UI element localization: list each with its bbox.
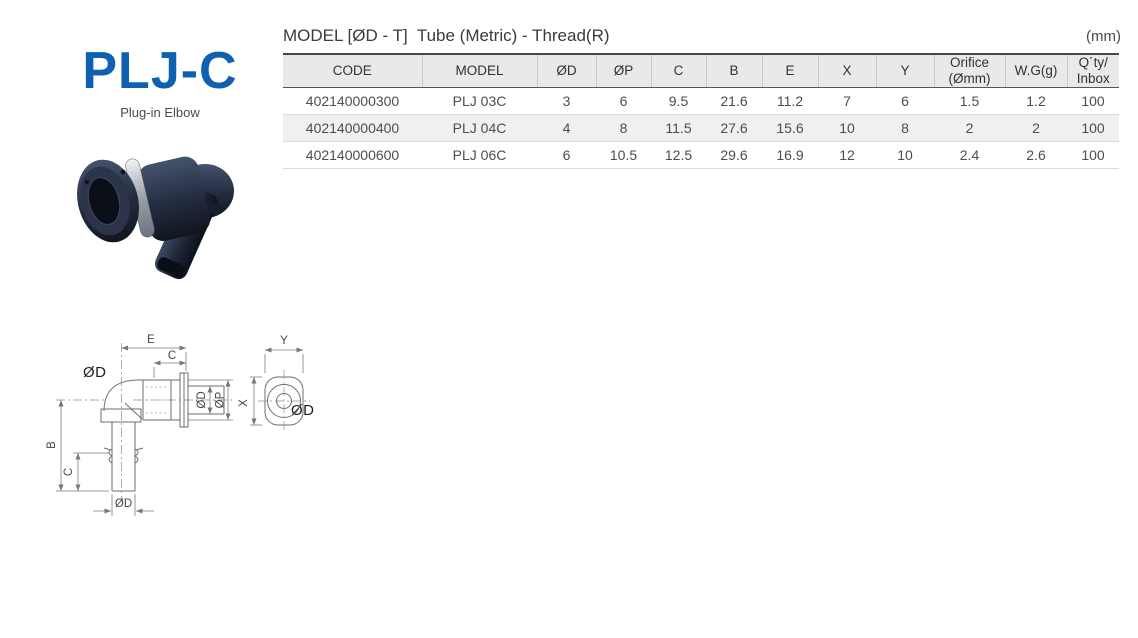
spec-unit-label: (mm) (1086, 28, 1121, 45)
column-header: Y (875, 54, 934, 88)
table-cell: 12 (818, 141, 876, 169)
spec-title: MODEL [ØD - T] Tube (Metric) - Thread(R) (283, 26, 610, 45)
table-cell: 11.5 (651, 114, 706, 142)
table-cell: 402140000600 (283, 141, 422, 169)
table-cell: 12.5 (651, 141, 706, 169)
column-header: C (650, 54, 706, 88)
dim-label-OD-bottom: ØD (115, 498, 132, 510)
table-cell: 29.6 (706, 141, 762, 169)
dim-label-B: B (46, 441, 58, 449)
table-cell: 100 (1067, 141, 1119, 169)
spec-table: CODE MODEL ØD ØP C B E X Y Orifice (Ømm) W.G(g) Q´t… (283, 53, 1119, 169)
table-cell: 8 (596, 114, 651, 142)
table-cell: 9.5 (651, 87, 706, 115)
table-cell: 7 (818, 87, 876, 115)
table-cell: 402140000400 (283, 114, 422, 142)
elbow-fitting-photo (77, 156, 234, 280)
column-header: CODE (283, 54, 422, 88)
column-header: W.G(g) (1004, 54, 1067, 88)
column-header: ØD (536, 54, 596, 88)
table-cell: 11.2 (762, 87, 818, 115)
table-cell: 10.5 (596, 141, 651, 169)
tube-opening (77, 159, 139, 243)
table-cell: 100 (1067, 87, 1119, 115)
column-header: Orifice (Ømm) (933, 54, 1005, 88)
spec-header-row: MODEL [ØD - T] Tube (Metric) - Thread(R)… (283, 26, 1121, 46)
table-cell: 16.9 (762, 141, 818, 169)
column-header: E (761, 54, 818, 88)
column-header: ØP (595, 54, 651, 88)
technical-drawing: E C ØD ØP B C ØD (25, 323, 325, 535)
table-cell: 2.4 (934, 141, 1005, 169)
collet-body (137, 156, 211, 241)
column-header: X (817, 54, 876, 88)
spec-table-header: CODE MODEL ØD ØP C B E X Y Orifice (Ømm) W.G(g) Q´t… (283, 54, 1119, 88)
product-series-title: PLJ-C (82, 42, 238, 100)
table-cell: 1.5 (934, 87, 1005, 115)
product-photo: ØD ØD (45, 146, 314, 419)
spec-section: MODEL [ØD - T] Tube (Metric) - Thread(R)… (283, 26, 1121, 169)
table-cell: 6 (537, 141, 596, 169)
column-header: MODEL (421, 54, 537, 88)
photo-dim-label-left: ØD (83, 364, 107, 381)
table-cell: 21.6 (706, 87, 762, 115)
product-subtitle: Plug-in Elbow (120, 104, 200, 120)
dim-label-OD-side: ØD (196, 391, 208, 408)
table-cell: PLJ 04C (422, 114, 537, 142)
dim-label-C-top: C (168, 350, 176, 362)
table-row: 402140000300 PLJ 03C 3 6 9.5 21.6 11.2 7 6 1.5 1.2… (283, 87, 1119, 115)
dimension-drawing: E C ØD ØP B C ØD (46, 334, 310, 516)
table-cell: 27.6 (706, 114, 762, 142)
table-cell: 2 (934, 114, 1005, 142)
table-cell: 10 (818, 114, 876, 142)
column-header: Q´ty/ Inbox (1066, 54, 1119, 88)
table-cell: 6 (596, 87, 651, 115)
table-row: 402140000600 PLJ 06C 6 10.5 12.5 29.6 16.9 12 10… (283, 141, 1119, 169)
table-cell: 2 (1005, 114, 1067, 142)
table-cell: 6 (876, 87, 934, 115)
table-cell: 4 (537, 114, 596, 142)
table-cell: 1.2 (1005, 87, 1067, 115)
dim-label-X: X (238, 399, 250, 407)
table-cell: 8 (876, 114, 934, 142)
dim-label-Y: Y (280, 335, 288, 347)
dim-label-C-left: C (63, 468, 75, 476)
column-header: B (705, 54, 762, 88)
spec-table-body: 402140000300 PLJ 03C 3 6 9.5 21.6 11.2 7 6 1.5 1.2… (283, 87, 1119, 169)
table-cell: PLJ 03C (422, 87, 537, 115)
table-cell: 2.6 (1005, 141, 1067, 169)
table-row: 402140000400 PLJ 04C 4 8 11.5 27.6 15.6 10 8 2 2 10… (283, 114, 1119, 142)
dim-label-E: E (147, 334, 155, 346)
table-cell: 100 (1067, 114, 1119, 142)
table-cell: 3 (537, 87, 596, 115)
table-cell: PLJ 06C (422, 141, 537, 169)
table-cell: 402140000300 (283, 87, 422, 115)
table-cell: 10 (876, 141, 934, 169)
dim-label-OP-side: ØP (215, 391, 227, 408)
table-cell: 15.6 (762, 114, 818, 142)
product-title-block: PLJ-C Plug-in Elbow (40, 44, 280, 120)
